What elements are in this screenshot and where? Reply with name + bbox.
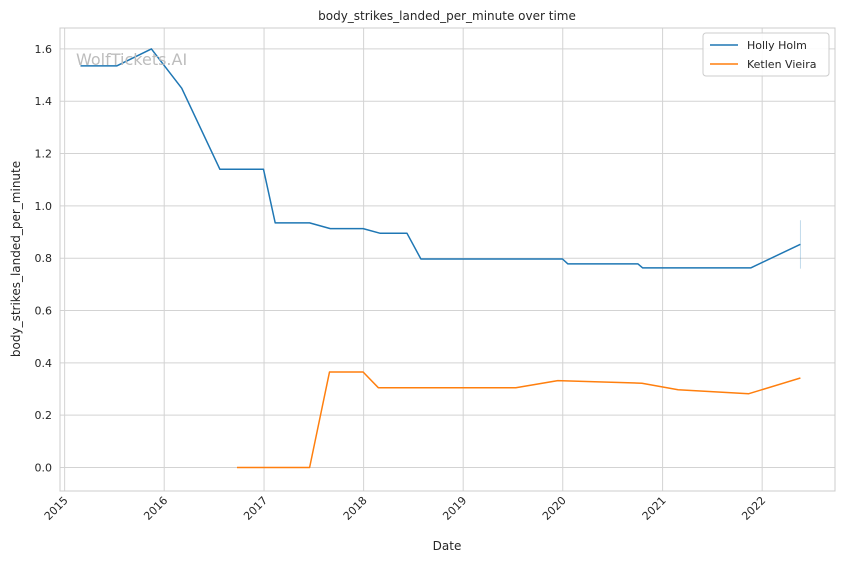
plot-frame — [59, 27, 836, 492]
series-lines — [80, 48, 801, 469]
y-tick-label: 1.4 — [35, 95, 53, 108]
y-tick-label: 1.2 — [35, 148, 53, 161]
x-tick-label: 2021 — [640, 494, 669, 523]
x-tick-label: 2016 — [141, 494, 170, 523]
y-tick-label: 0.6 — [35, 305, 53, 318]
legend: Holly Holm Ketlen Vieira — [702, 32, 830, 77]
y-tick-label: 1.6 — [35, 43, 53, 56]
x-tick-label: 2020 — [540, 494, 569, 523]
chart-title: body_strikes_landed_per_minute over time — [318, 9, 576, 23]
y-tick-label: 1.0 — [35, 200, 53, 213]
y-tick-label: 0.0 — [35, 461, 53, 474]
y-axis-label: body_strikes_landed_per_minute — [9, 161, 23, 357]
legend-label-ketlen-vieira: Ketlen Vieira — [747, 58, 816, 71]
watermark-text: WolfTickets.AI — [76, 50, 187, 69]
x-tick-label: 2015 — [42, 494, 71, 523]
legend-label-holly-holm: Holly Holm — [747, 39, 807, 52]
y-tick-label: 0.2 — [35, 409, 53, 422]
y-tick-label: 0.4 — [35, 357, 53, 370]
x-tick-label: 2019 — [440, 494, 469, 523]
x-tick-label: 2018 — [341, 494, 370, 523]
x-tick-label: 2022 — [739, 494, 768, 523]
x-tick-labels: 2015 2016 2017 2018 2019 2020 2021 2022 — [42, 494, 769, 523]
series-line-ketlen-vieira — [237, 371, 801, 469]
y-tick-label: 0.8 — [35, 252, 53, 265]
x-tick-label: 2017 — [241, 494, 270, 523]
legend-box — [702, 32, 830, 77]
y-tick-labels: 0.0 0.2 0.4 0.6 0.8 1.0 1.2 1.4 1.6 — [35, 43, 53, 475]
series-line-holly-holm — [80, 48, 801, 269]
x-axis-label: Date — [433, 539, 462, 553]
